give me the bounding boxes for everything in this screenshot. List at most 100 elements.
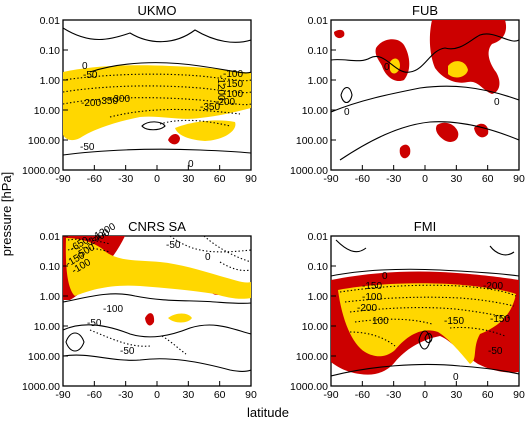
x-tick-label: 30 [450,173,462,185]
contour-label: -350 [98,96,118,107]
contour-line [89,62,251,74]
positive-region [145,313,155,326]
contour-labels: 0 -150 -200 -100 -200 -150 100 -50 -150 … [357,271,510,383]
y-tick-label: 10.00 [34,105,60,117]
x-tick-label: -30 [386,389,401,401]
contour-line [424,332,433,344]
contour-labels: -2400 -1200 -650 -500 -150 -100 -50 0 -5… [64,221,211,357]
y-axis-title: pressure [hPa] [0,172,14,257]
contour-label: 0 [344,107,350,118]
x-axis: -90 -60 -30 0 30 60 90 [55,381,257,401]
y-tick-label: 100.00 [28,351,60,363]
x-tick-label: -30 [118,389,133,401]
contour-label: -100 [223,69,243,80]
panel-title: UKMO [138,3,177,18]
x-tick-label: 30 [450,389,462,401]
y-tick-label: 1.00 [40,291,61,303]
contour-line [63,85,251,94]
y-tick-label: 1.00 [308,291,329,303]
contour-field [331,239,519,377]
contour-line [141,121,166,131]
y-tick-label: 0.10 [308,45,329,57]
x-tick-label: -60 [87,389,102,401]
x-tick-label: 90 [513,389,525,401]
x-tick-label: 0 [154,389,160,401]
x-tick-label: 60 [482,389,494,401]
x-tick-label: -60 [355,389,370,401]
contour-label: 0 [494,97,500,108]
contour-label: -1200 [215,75,226,101]
contour-line [63,27,251,43]
y-tick-label: 100.00 [296,351,328,363]
y-tick-label: 10.00 [34,321,60,333]
contour-label: -100 [362,292,382,303]
high-value-region [63,65,251,141]
contour-label: -50 [488,346,503,357]
contour-line [418,330,431,350]
x-axis-title: latitude [247,405,289,420]
contour-line [63,97,251,106]
y-tick-label: 0.01 [40,15,61,27]
contour-label: -50 [87,318,102,329]
y-tick-label: 100.00 [28,135,60,147]
contour-labels: 0 0 0 [344,62,500,118]
high-value-region [338,283,516,364]
contour-label: -50 [83,70,98,81]
contour-label: 0 [188,159,194,170]
x-tick-label: 0 [154,173,160,185]
contour-label: 0 [382,271,388,282]
contour-line [203,236,251,263]
contour-label: -200 [483,281,503,292]
contour-line [331,33,519,73]
contour-line [335,239,367,253]
y-tick-label: 10.00 [302,321,328,333]
positive-region [399,144,411,159]
contour-label: -150 [362,281,382,292]
contour-line [331,363,519,377]
x-tick-label: -90 [323,389,338,401]
positive-region [435,122,459,143]
contour-label: -50 [120,346,135,357]
y-tick-label: 1.00 [308,75,329,87]
positive-region [168,134,180,145]
contour-label: -150 [444,316,464,327]
x-axis: -90 -60 -30 0 30 60 90 [55,165,257,185]
contour-label: -200 [81,98,101,109]
contour-line [65,332,85,352]
contour-label: -150 [490,314,510,325]
contour-line [63,354,251,373]
x-tick-label: -60 [87,173,102,185]
x-tick-label: 30 [182,173,194,185]
y-tick-label: 100.00 [296,135,328,147]
panel-fub: FUB 0 0 0 -90 -60 -30 0 30 60 90 0.01 0.10 1.00 1… [290,3,525,185]
y-tick-label: 10.00 [302,105,328,117]
x-axis: -90 -60 -30 0 30 60 90 [323,381,525,401]
x-tick-label: 0 [422,173,428,185]
y-tick-label: 1000.00 [290,381,328,393]
x-tick-label: -60 [355,173,370,185]
contour-label: 0 [384,62,390,73]
x-tick-label: 90 [245,173,257,185]
x-tick-label: 60 [482,173,494,185]
high-value-region [448,61,468,78]
contour-line [109,108,241,118]
x-tick-label: -30 [386,173,401,185]
contour-line [489,245,515,256]
panel-cnrs-sa: CNRS SA -2400 -1200 -650 -500 -150 [22,219,257,401]
y-axis: 0.01 0.10 1.00 10.00 100.00 1000.00 [22,15,68,177]
contour-line [63,293,251,304]
contour-line [63,73,251,82]
high-value-region [168,313,192,323]
contour-line [63,148,251,156]
y-tick-label: 1.00 [40,75,61,87]
panel-title: FUB [412,3,438,18]
contour-label: 0 [82,61,88,72]
contour-line [331,268,519,277]
x-tick-label: 90 [513,173,525,185]
contour-line [331,85,519,113]
y-tick-label: 0.10 [40,261,61,273]
x-tick-label: 60 [214,389,226,401]
contour-label: -50 [166,240,181,251]
positive-region [429,20,507,94]
